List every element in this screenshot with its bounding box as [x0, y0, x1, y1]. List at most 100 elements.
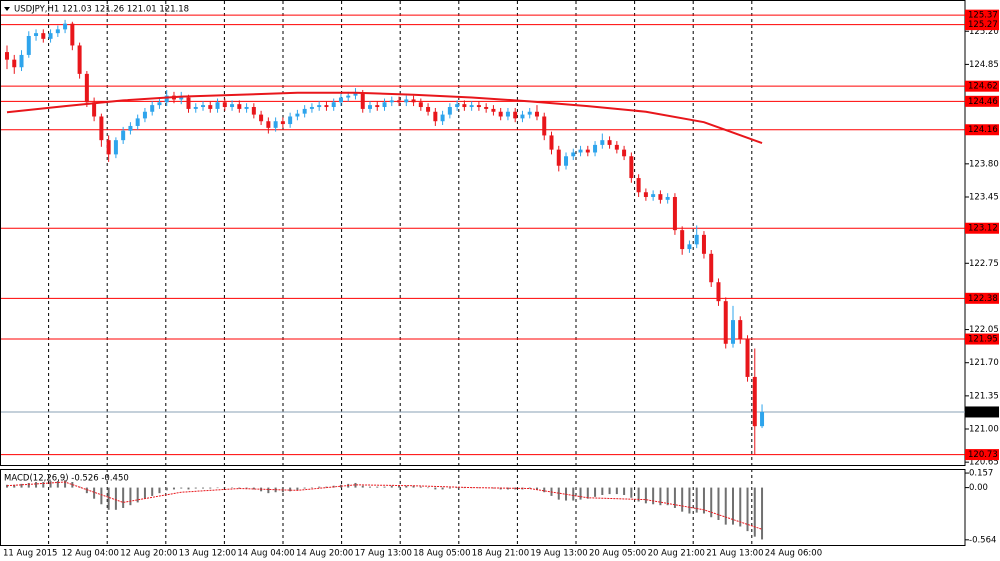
- candle-body: [622, 149, 627, 157]
- macd-bar: [543, 487, 546, 493]
- macd-bar: [557, 487, 560, 500]
- y-tick-label: 125.20: [969, 27, 999, 37]
- candle-body: [542, 116, 547, 136]
- candle-body: [527, 111, 532, 115]
- macd-bar: [383, 486, 386, 488]
- candle-body: [520, 114, 525, 119]
- macd-bar: [673, 487, 676, 508]
- macd-bar: [630, 487, 633, 498]
- candle-body: [135, 118, 140, 126]
- macd-bar: [107, 487, 110, 510]
- candle-body: [418, 102, 423, 108]
- level-label: 124.62: [968, 82, 998, 92]
- macd-bar: [601, 487, 604, 495]
- candle-body: [63, 23, 68, 30]
- candle-body: [84, 73, 89, 103]
- candle-body: [484, 107, 489, 109]
- candle-body: [338, 97, 343, 103]
- candle-body: [469, 105, 474, 108]
- macd-bar: [398, 485, 401, 488]
- macd-bar: [376, 486, 379, 488]
- macd-bar: [710, 487, 713, 518]
- macd-bar: [71, 482, 74, 488]
- x-tick-label: 14 Aug 20:00: [296, 549, 353, 559]
- macd-bar: [267, 487, 270, 494]
- macd-bar: [151, 487, 154, 496]
- current-price-box: [965, 406, 999, 418]
- y-tick-label: 124.85: [969, 60, 999, 70]
- macd-bar: [20, 483, 23, 488]
- level-box: [965, 292, 999, 304]
- macd-bar: [27, 482, 30, 488]
- candle-body: [440, 114, 445, 122]
- candle-body: [738, 320, 743, 340]
- candle-body: [404, 99, 409, 103]
- candle-body: [244, 107, 249, 109]
- candle-body: [157, 102, 162, 106]
- candle-body: [426, 107, 431, 112]
- macd-bar: [434, 487, 437, 490]
- candle-body: [193, 107, 198, 109]
- level-box: [965, 124, 999, 136]
- candle-body: [701, 234, 706, 254]
- macd-bar: [172, 487, 175, 490]
- candle-body: [360, 92, 365, 109]
- x-tick-label: 12 Aug 20:00: [120, 549, 177, 559]
- macd-bar: [100, 487, 103, 505]
- macd-bar: [492, 487, 495, 489]
- candle-body: [34, 33, 39, 36]
- macd-bar: [209, 487, 212, 489]
- candle-body: [331, 102, 336, 108]
- candle-body: [222, 102, 227, 108]
- macd-bar: [361, 485, 364, 488]
- x-tick-label: 20 Aug 21:00: [648, 549, 705, 559]
- level-label: 122.38: [968, 294, 998, 304]
- candle-body: [302, 108, 307, 114]
- macd-bar: [681, 487, 684, 512]
- candle-body: [70, 23, 75, 46]
- x-tick-label: 14 Aug 04:00: [237, 549, 294, 559]
- x-tick-label: 24 Aug 06:00: [765, 549, 822, 559]
- candle-body: [324, 105, 329, 108]
- macd-bar: [310, 487, 313, 489]
- candle-body: [549, 135, 554, 150]
- macd-bar: [85, 487, 88, 494]
- y-tick-label: 123.80: [969, 159, 999, 169]
- candle-body: [556, 149, 561, 166]
- level-box: [965, 95, 999, 107]
- level-box: [965, 222, 999, 234]
- macd-bar: [746, 487, 749, 532]
- macd-bar: [623, 487, 626, 495]
- y-tick-label: 123.45: [969, 192, 999, 202]
- candle-body: [651, 194, 656, 197]
- candle-body: [411, 99, 416, 103]
- candle-body: [273, 121, 278, 128]
- macd-bar: [572, 487, 575, 501]
- macd-bar: [42, 482, 45, 488]
- candle-body: [455, 104, 460, 108]
- candle-body: [382, 102, 387, 108]
- macd-bar: [644, 487, 647, 504]
- candle-body: [113, 140, 118, 155]
- macd-bar: [136, 487, 139, 503]
- candle-body: [760, 411, 765, 427]
- macd-bar: [412, 485, 415, 488]
- macd-bar: [688, 487, 691, 514]
- level-box: [965, 80, 999, 92]
- candle-body: [723, 301, 728, 344]
- macd-bar: [441, 487, 444, 490]
- macd-bar: [122, 487, 125, 508]
- macd-frame: [0, 469, 966, 546]
- macd-bar: [695, 487, 698, 513]
- macd-bar: [223, 487, 226, 489]
- y-tick-label: 120.65: [969, 458, 999, 468]
- candle-body: [433, 111, 438, 122]
- macd-bar: [419, 486, 422, 488]
- x-tick-label: 19 Aug 13:00: [530, 549, 587, 559]
- candle-body: [128, 125, 133, 131]
- candle-body: [19, 54, 24, 68]
- macd-bar: [761, 487, 764, 540]
- y-tick-label: 122.75: [969, 259, 999, 269]
- x-tick-label: 18 Aug 21:00: [472, 549, 529, 559]
- candle-body: [375, 105, 380, 108]
